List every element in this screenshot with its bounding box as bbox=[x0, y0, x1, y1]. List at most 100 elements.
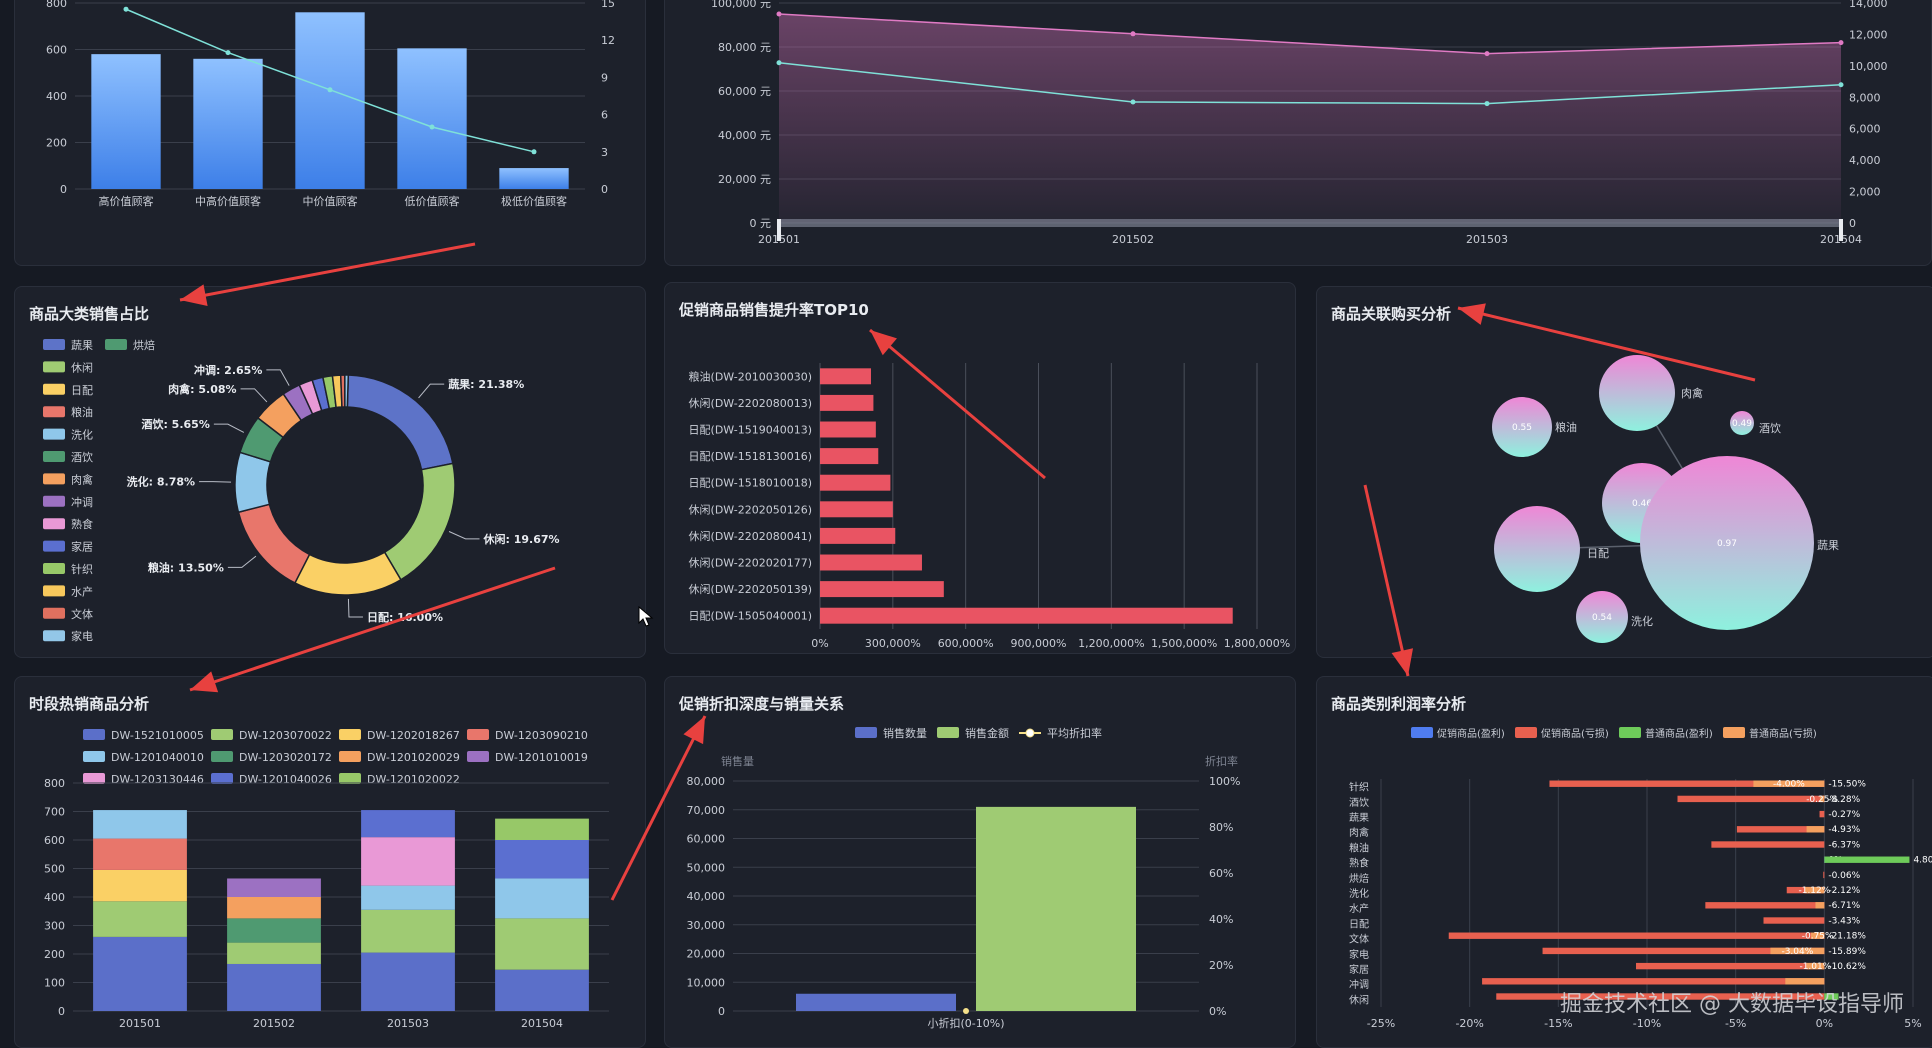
bar bbox=[820, 581, 944, 597]
stack-segment bbox=[93, 870, 187, 901]
legend-swatch bbox=[43, 541, 65, 552]
bar bbox=[796, 994, 956, 1011]
label-leader bbox=[348, 599, 363, 617]
x-tick-label: 900,000% bbox=[1011, 637, 1067, 650]
legend-label: 销售金额 bbox=[965, 726, 1009, 740]
legend-swatch bbox=[83, 773, 105, 784]
bar-label: 4.80% bbox=[1913, 856, 1932, 866]
pie-slice bbox=[345, 375, 348, 407]
y-tick-label: 0 bbox=[58, 1005, 65, 1018]
stack-segment bbox=[361, 953, 455, 1011]
y-tick-label: 休闲(DW-2202080041) bbox=[689, 529, 812, 543]
y-tick-label: 400 bbox=[46, 90, 67, 103]
y-tick-label: 100,000 元 bbox=[711, 0, 771, 10]
monthly-sales-chart: 0 元20,000 元40,000 元60,000 元80,000 元100,0… bbox=[665, 0, 1932, 266]
y-tick-label: 50,000 bbox=[687, 861, 726, 874]
label-leader bbox=[419, 384, 445, 398]
stack-segment bbox=[361, 810, 455, 837]
bar bbox=[820, 501, 893, 517]
bar bbox=[820, 475, 890, 491]
y-tick-label: 20,000 bbox=[687, 948, 726, 961]
bubble-name: 肉禽 bbox=[1681, 386, 1703, 400]
legend-label: 冲调 bbox=[71, 495, 93, 509]
y-tick-label: 日配(DW-1518010018) bbox=[689, 477, 812, 490]
y-tick-label: 20,000 元 bbox=[718, 173, 771, 186]
y-tick-label: 家居 bbox=[1349, 963, 1369, 976]
series-point bbox=[777, 12, 782, 17]
bar bbox=[1824, 857, 1909, 863]
x-tick-label: 0% bbox=[811, 637, 828, 650]
pie-slice bbox=[385, 463, 455, 579]
y-tick-label: 800 bbox=[44, 777, 65, 790]
category-share-chart: 蔬果烘焙休闲日配粮油洗化酒饮肉禽冲调熟食家居针织水产文体家电蔬果: 21.38%… bbox=[15, 287, 646, 658]
bar bbox=[1678, 796, 1825, 802]
y-tick-label: 休闲 bbox=[1349, 993, 1369, 1006]
pie-label: 酒饮: 5.65% bbox=[141, 417, 209, 431]
bar-label: -3.04% bbox=[1781, 947, 1813, 957]
legend-swatch bbox=[1723, 727, 1745, 738]
legend-label: DW-1201040026 bbox=[239, 773, 332, 786]
legend-label: 粮油 bbox=[71, 405, 93, 419]
y2-tick-label: 9 bbox=[601, 71, 608, 84]
legend-swatch bbox=[43, 585, 65, 596]
legend-swatch bbox=[43, 384, 65, 395]
label-leader bbox=[266, 370, 289, 386]
stack-segment bbox=[227, 943, 321, 964]
legend-label: DW-1201020029 bbox=[367, 751, 460, 764]
bar bbox=[499, 168, 568, 189]
stack-segment bbox=[495, 840, 589, 878]
bar bbox=[1815, 902, 1824, 908]
bubble-name: 蔬果 bbox=[1817, 539, 1839, 552]
bar bbox=[976, 807, 1136, 1011]
legend-label: 针织 bbox=[71, 562, 93, 576]
x-tick-label: 高价值顾客 bbox=[99, 194, 154, 208]
x-tick-label: 600,000% bbox=[938, 637, 994, 650]
legend-label: 烘焙 bbox=[133, 338, 155, 352]
stack-segment bbox=[93, 937, 187, 1011]
y2-tick-label: 100% bbox=[1209, 775, 1240, 788]
stack-segment bbox=[227, 918, 321, 942]
bubble-value: 0.49 bbox=[1732, 419, 1752, 429]
bubble-value: 0.97 bbox=[1717, 539, 1737, 549]
trend-point bbox=[226, 50, 231, 55]
legend-swatch bbox=[43, 473, 65, 484]
y-tick-label: 700 bbox=[44, 806, 65, 819]
y-tick-label: 酒饮 bbox=[1349, 796, 1369, 809]
stack-segment bbox=[495, 819, 589, 840]
stack-segment bbox=[93, 810, 187, 839]
legend-label: 休闲 bbox=[71, 360, 93, 374]
label-leader bbox=[449, 532, 479, 539]
legend-label: DW-1201010019 bbox=[495, 751, 588, 764]
pie-label: 粮油: 13.50% bbox=[148, 560, 224, 574]
pie-slice bbox=[235, 452, 271, 512]
y-tick-label: 粮油 bbox=[1349, 841, 1369, 854]
x-tick-label: 1,200,000% bbox=[1078, 637, 1144, 650]
legend-label: 日配 bbox=[71, 384, 93, 397]
legend-label: 肉禽 bbox=[71, 472, 93, 486]
zoom-handle bbox=[777, 219, 781, 241]
legend-label: DW-1202018267 bbox=[367, 729, 460, 742]
legend-label: 促销商品(盈利) bbox=[1437, 727, 1505, 740]
pie-label: 肉禽: 5.08% bbox=[168, 382, 236, 396]
legend-swatch bbox=[937, 727, 959, 738]
bar-label: -0.75% bbox=[1802, 932, 1834, 942]
y2-axis-title: 折扣率 bbox=[1205, 754, 1238, 768]
legend-label: 洗化 bbox=[71, 428, 93, 442]
bar bbox=[820, 528, 895, 544]
promo-lift-panel: 促销商品销售提升率TOP10 0%300,000%600,000%900,000… bbox=[664, 282, 1296, 654]
legend-swatch bbox=[339, 729, 361, 740]
legend-swatch bbox=[467, 751, 489, 762]
bar bbox=[820, 448, 878, 464]
stack-segment bbox=[361, 910, 455, 953]
x-tick-label: 小折扣(0-10%) bbox=[928, 1016, 1005, 1030]
bar-label: -4.93% bbox=[1828, 825, 1860, 835]
y-tick-label: 0 元 bbox=[750, 217, 772, 230]
y-tick-label: 冲调 bbox=[1349, 978, 1369, 991]
bar bbox=[1482, 978, 1824, 984]
legend-swatch bbox=[43, 429, 65, 440]
legend-label: 熟食 bbox=[71, 517, 93, 531]
y-tick-label: 水产 bbox=[1349, 902, 1369, 915]
y2-tick-label: 6 bbox=[601, 109, 608, 122]
